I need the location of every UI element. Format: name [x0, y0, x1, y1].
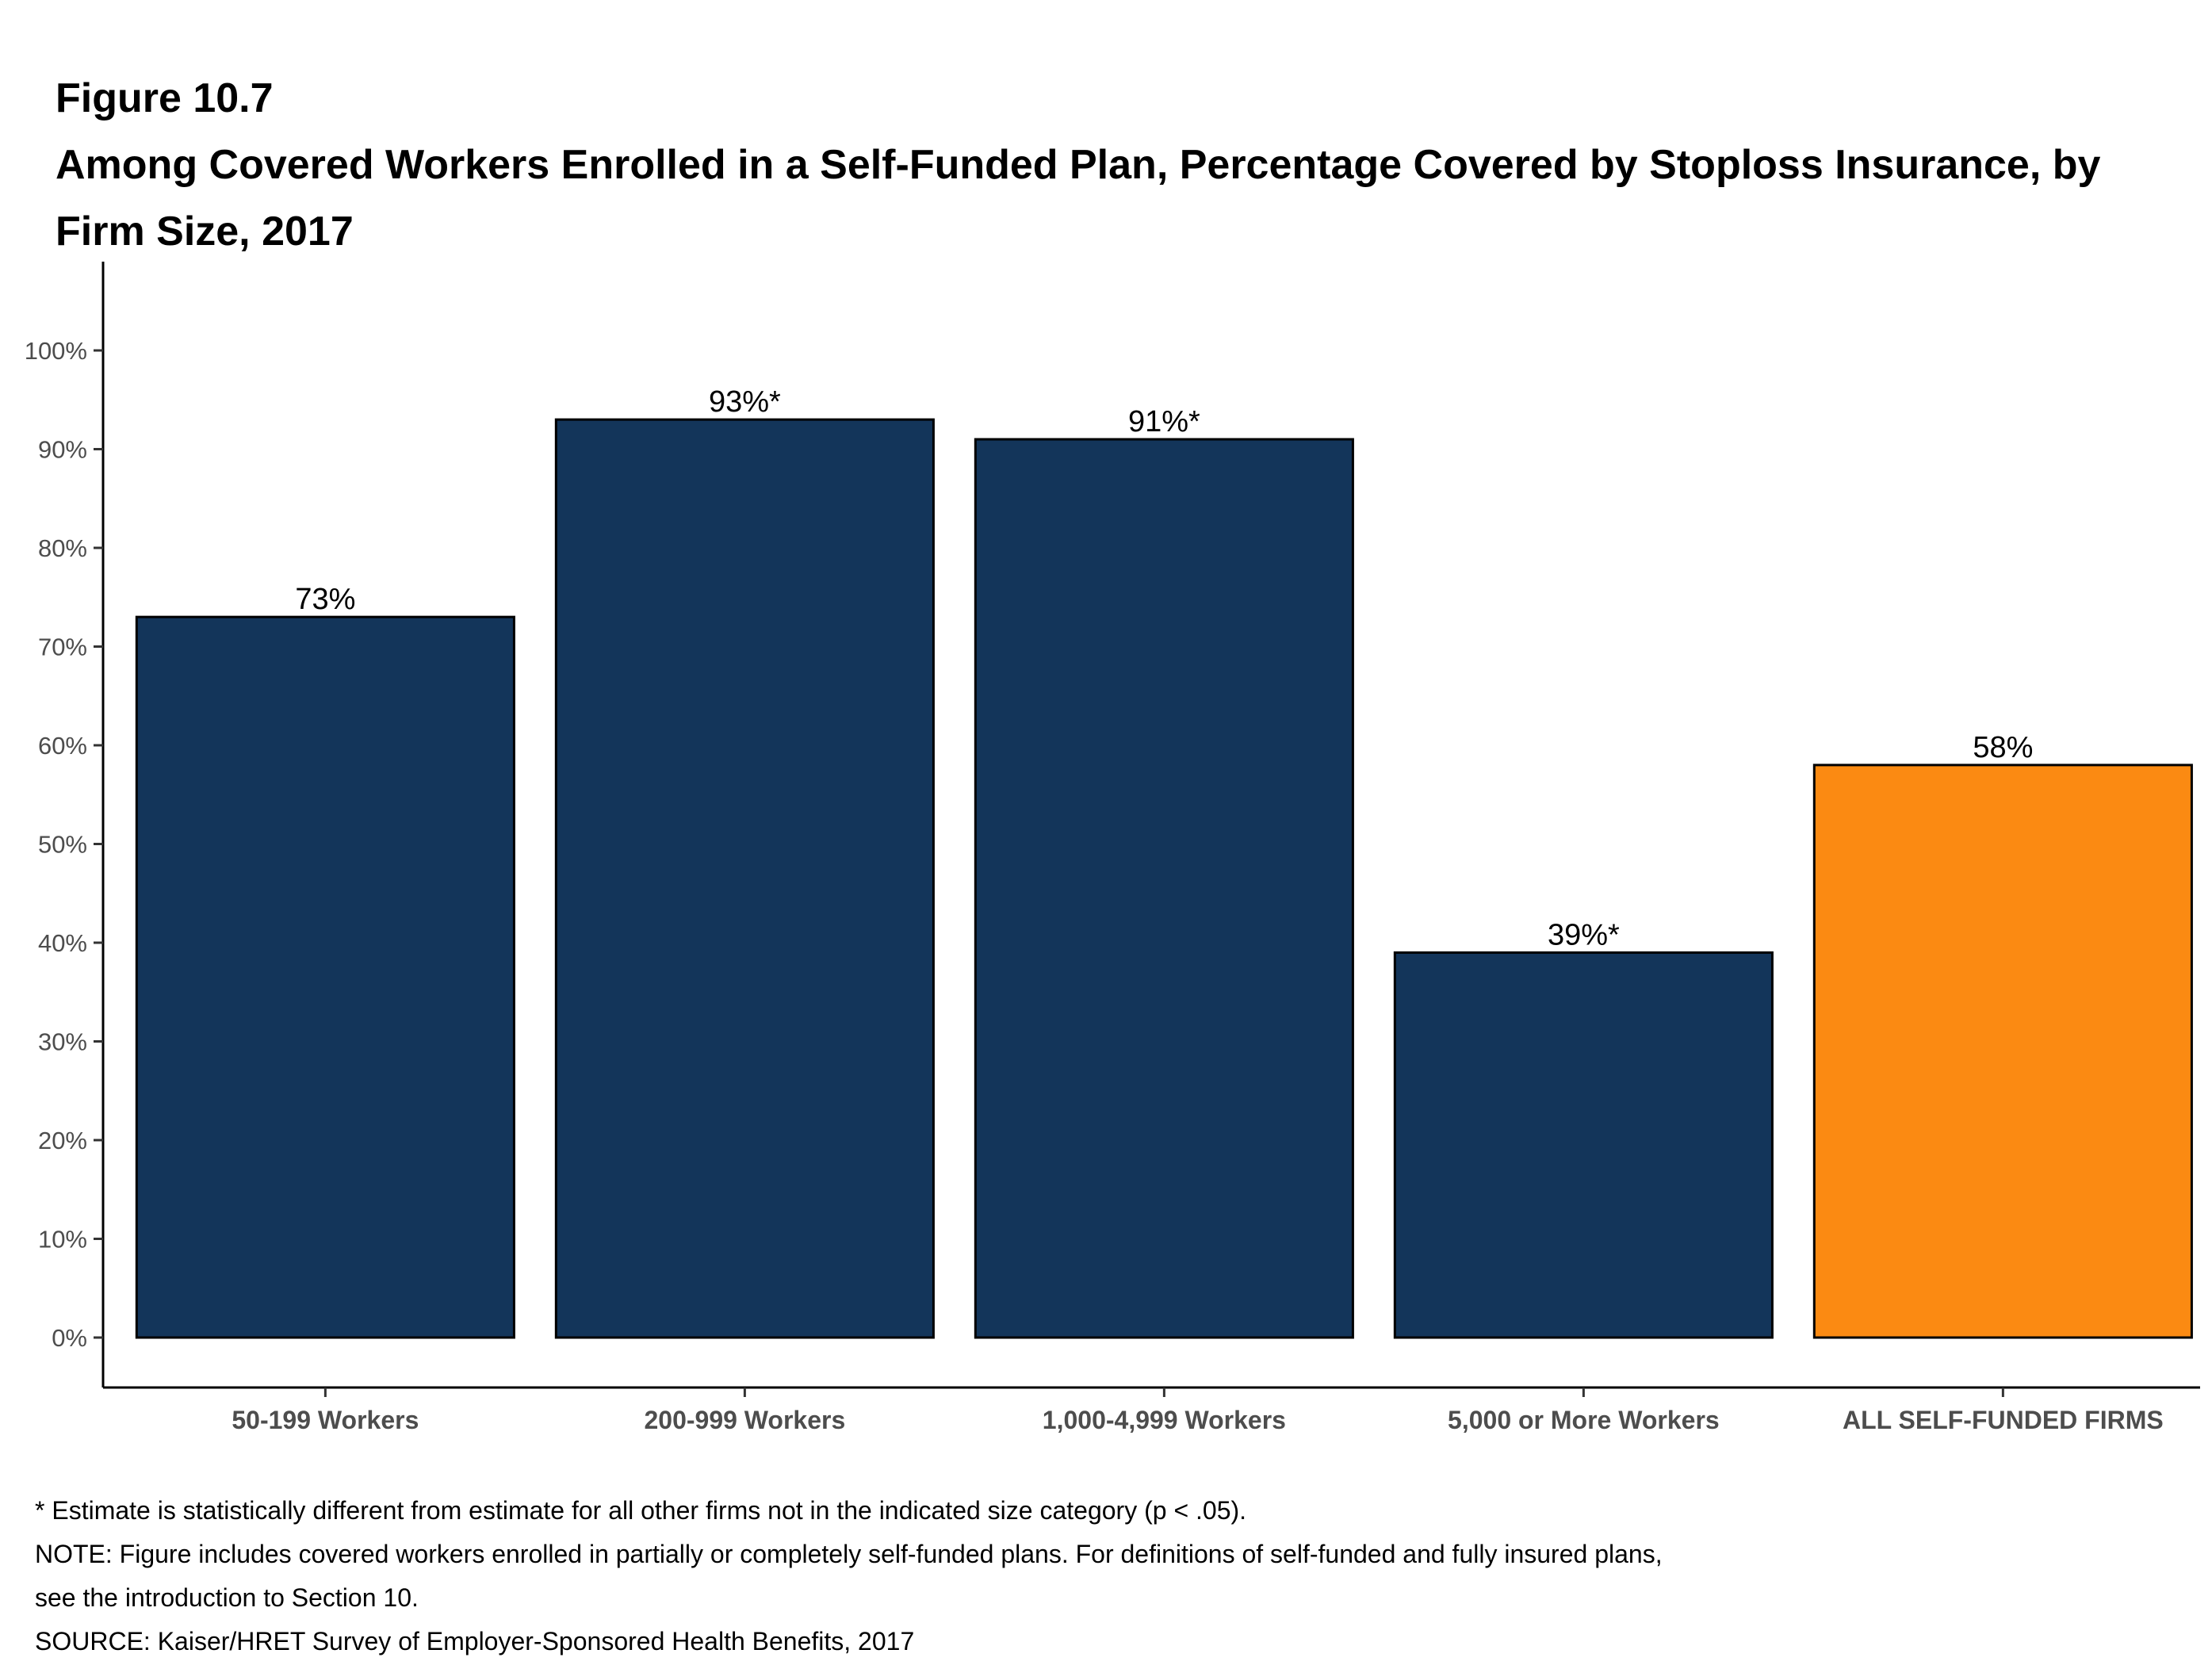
x-tick-label: 200-999 Workers: [644, 1406, 845, 1434]
bar-value-label: 39%*: [1548, 918, 1620, 951]
x-axis: 50-199 Workers 200-999 Workers 1,000-4,999…: [103, 1386, 2200, 1434]
bar-value-label: 73%: [295, 583, 355, 616]
note-text-line-1: NOTE: Figure includes covered workers en…: [35, 1540, 1663, 1568]
bar-value-label: 58%: [1973, 731, 2033, 764]
y-tick-label: 90%: [38, 436, 87, 464]
chart-title: Among Covered Workers Enrolled in a Self…: [55, 142, 2101, 255]
bars: [135, 418, 2193, 1339]
note-text-line-2: see the introduction to Section 10.: [35, 1583, 419, 1612]
y-tick-label: 60%: [38, 732, 87, 760]
bar: [1812, 764, 2193, 1339]
bar-value-label: 93%*: [709, 385, 781, 419]
y-axis: 0% 10% 20% 30% 40% 50% 60% 70% 80% 90% 100%: [25, 262, 105, 1388]
y-tick-label: 30%: [38, 1028, 87, 1056]
y-tick-label: 50%: [38, 831, 87, 859]
figure-label: Figure 10.7: [55, 75, 274, 121]
y-tick-label: 80%: [38, 534, 87, 562]
bar-data-labels: 73% 93%* 91%* 39%* 58%: [295, 385, 2033, 951]
chart-area: 0% 10% 20% 30% 40% 50% 60% 70% 80% 90% 100% 50-199…: [25, 262, 2200, 1434]
bar: [1393, 951, 1774, 1339]
y-tick-label: 10%: [38, 1226, 87, 1254]
footnotes: * Estimate is statistically different fr…: [35, 1489, 2176, 1663]
source-text: SOURCE: Kaiser/HRET Survey of Employer-S…: [35, 1627, 915, 1655]
x-tick-label: 5,000 or More Workers: [1448, 1406, 1720, 1434]
chart-header: Figure 10.7 Among Covered Workers Enroll…: [55, 65, 2157, 265]
y-tick-label: 20%: [38, 1127, 87, 1154]
y-tick-label: 70%: [38, 633, 87, 661]
x-tick-label: 1,000-4,999 Workers: [1043, 1406, 1286, 1434]
x-tick-label: 50-199 Workers: [232, 1406, 419, 1434]
y-tick-label: 0%: [52, 1324, 87, 1352]
y-tick-label: 100%: [25, 337, 87, 365]
bar: [135, 615, 515, 1339]
bar-chart: 0% 10% 20% 30% 40% 50% 60% 70% 80% 90% 100% 50-199…: [25, 262, 2200, 1434]
significance-note: * Estimate is statistically different fr…: [35, 1496, 1247, 1525]
x-tick-label: ALL SELF-FUNDED FIRMS: [1843, 1406, 2164, 1434]
bar-value-label: 91%*: [1128, 405, 1200, 438]
bar: [554, 418, 935, 1339]
y-tick-label: 40%: [38, 929, 87, 957]
bar: [974, 438, 1354, 1339]
